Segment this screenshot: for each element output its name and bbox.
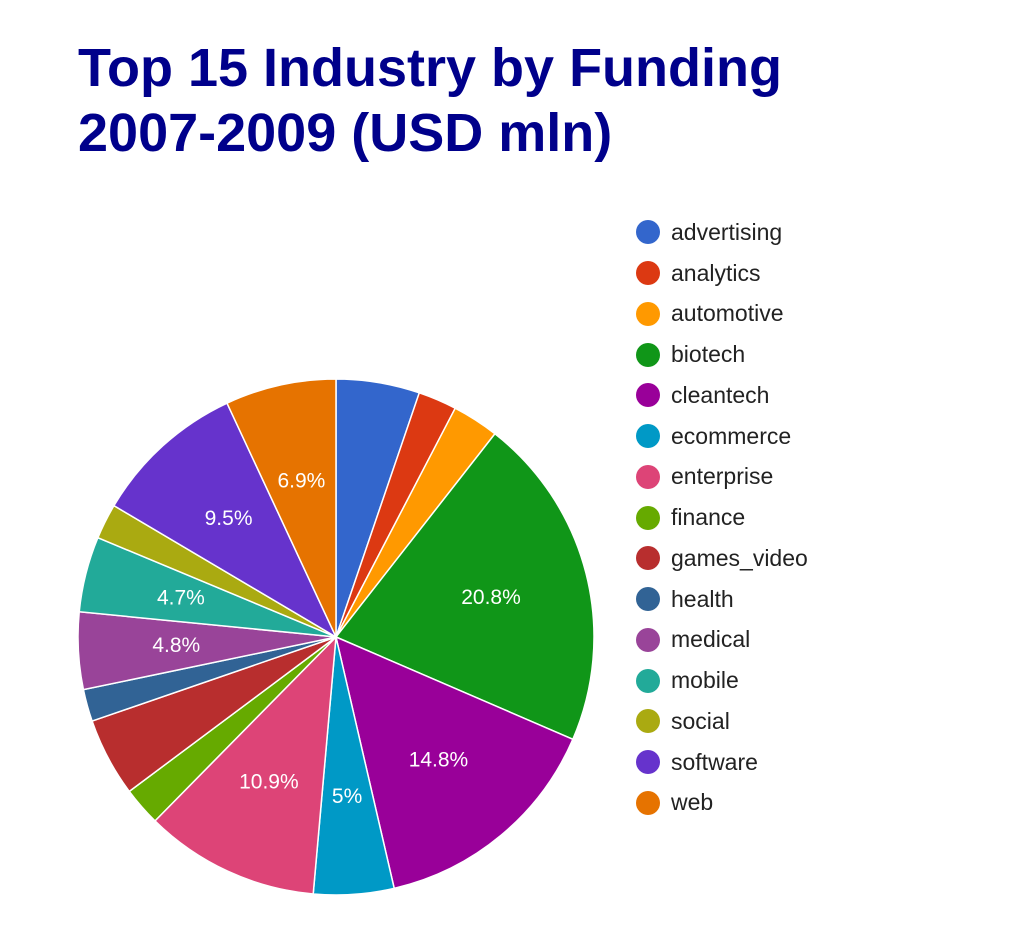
legend-label: analytics — [671, 259, 761, 286]
legend-label: web — [671, 789, 714, 816]
legend-item-automotive: automotive — [636, 294, 808, 335]
legend-item-games-video: games_video — [636, 538, 808, 579]
chart-title-line-1: Top 15 Industry by Funding — [78, 38, 782, 98]
legend-swatch — [636, 464, 660, 489]
legend-swatch — [636, 709, 660, 734]
legend-swatch — [636, 668, 660, 693]
legend-item-analytics: analytics — [636, 253, 808, 294]
legend-swatch — [636, 750, 660, 775]
legend-label: enterprise — [671, 463, 774, 490]
legend-swatch — [636, 790, 660, 815]
legend-swatch — [636, 424, 660, 449]
legend-item-ecommerce: ecommerce — [636, 416, 808, 457]
legend-item-medical: medical — [636, 620, 808, 661]
legend-swatch — [636, 587, 660, 612]
chart-title-line-2: 2007-2009 (USD mln) — [78, 103, 613, 163]
legend-label: games_video — [671, 544, 808, 571]
legend-item-finance: finance — [636, 497, 808, 538]
legend-item-web: web — [636, 783, 808, 824]
slice-label-web: 6.9% — [277, 469, 325, 492]
slice-label-ecommerce: 5% — [332, 785, 362, 808]
legend-label: health — [671, 585, 734, 612]
legend-item-mobile: mobile — [636, 660, 808, 701]
legend-label: ecommerce — [671, 422, 792, 449]
slice-label-enterprise: 10.9% — [239, 771, 299, 794]
slice-label-cleantech: 14.8% — [409, 748, 469, 771]
chart-title: Top 15 Industry by Funding 2007-2009 (US… — [78, 36, 978, 166]
slice-label-biotech: 20.8% — [461, 586, 521, 609]
slice-label-medical: 4.8% — [152, 634, 200, 657]
legend-swatch — [636, 261, 660, 286]
legend-label: finance — [671, 504, 746, 531]
legend-label: biotech — [671, 341, 746, 368]
chart-legend: advertising analytics automotive biotech cle… — [636, 212, 808, 823]
legend-item-biotech: biotech — [636, 334, 808, 375]
pie-slice-web — [226, 378, 337, 638]
pie-slice-enterprise — [153, 634, 337, 895]
legend-item-enterprise: enterprise — [636, 457, 808, 498]
legend-swatch — [636, 220, 660, 245]
legend-item-cleantech: cleantech — [636, 375, 808, 416]
slice-label-software: 9.5% — [205, 507, 253, 530]
legend-label: cleantech — [671, 381, 770, 408]
pie-slice-biotech — [334, 432, 595, 741]
legend-swatch — [636, 383, 660, 408]
legend-label: medical — [671, 626, 751, 653]
legend-item-software: software — [636, 742, 808, 783]
pie-slice-software — [112, 402, 338, 639]
legend-label: automotive — [671, 300, 784, 327]
legend-label: advertising — [671, 218, 783, 245]
legend-swatch — [636, 627, 660, 652]
legend-swatch — [636, 546, 660, 571]
legend-item-social: social — [636, 701, 808, 742]
legend-label: mobile — [671, 667, 739, 694]
legend-label: software — [671, 748, 758, 775]
legend-swatch — [636, 301, 660, 326]
legend-item-advertising: advertising — [636, 212, 808, 253]
pie-slice-cleantech — [334, 635, 574, 890]
legend-label: social — [671, 707, 730, 734]
legend-swatch — [636, 342, 660, 367]
slice-label-mobile: 4.7% — [157, 586, 205, 609]
legend-swatch — [636, 505, 660, 530]
legend-item-health: health — [636, 579, 808, 620]
